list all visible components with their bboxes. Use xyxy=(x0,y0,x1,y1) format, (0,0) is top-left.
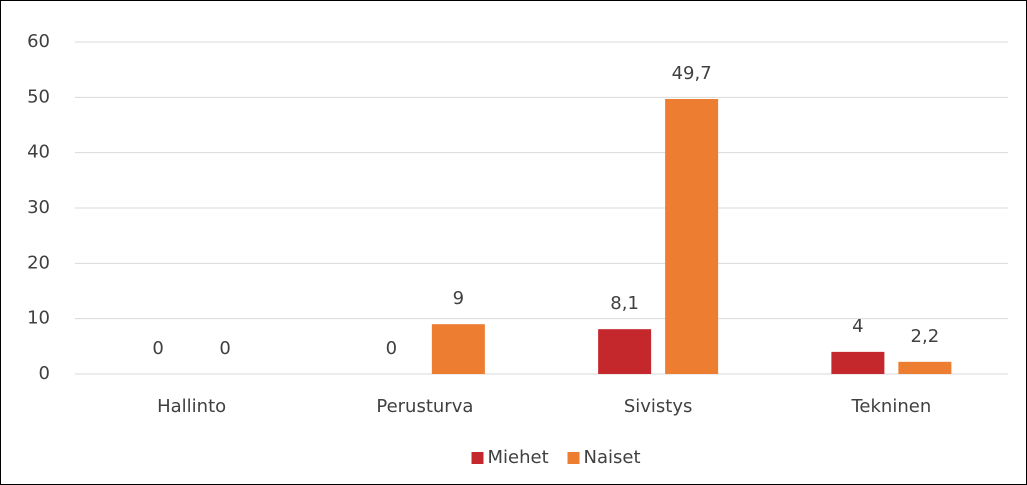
data-label: 9 xyxy=(453,288,464,309)
x-tick-label: Sivistys xyxy=(624,396,693,417)
bar xyxy=(431,324,485,374)
data-label: 49,7 xyxy=(672,63,712,84)
x-tick-label: Tekninen xyxy=(851,396,932,417)
y-tick-label: 30 xyxy=(27,197,50,218)
legend-label: Miehet xyxy=(488,447,549,468)
y-tick-label: 50 xyxy=(27,86,50,107)
data-label: 0 xyxy=(386,338,397,359)
y-tick-label: 0 xyxy=(39,363,50,384)
data-label: 0 xyxy=(219,338,230,359)
legend-label: Naiset xyxy=(584,447,641,468)
y-tick-label: 40 xyxy=(27,142,50,163)
x-tick-label: Perusturva xyxy=(376,396,473,417)
bar xyxy=(665,98,719,374)
data-label: 4 xyxy=(852,316,863,337)
data-label: 8,1 xyxy=(610,293,639,314)
y-tick-label: 20 xyxy=(27,252,50,273)
x-tick-label: Hallinto xyxy=(157,396,226,417)
data-label: 0 xyxy=(152,338,163,359)
y-tick-label: 60 xyxy=(27,31,50,52)
y-tick-label: 10 xyxy=(27,308,50,329)
bar xyxy=(598,329,652,374)
data-label: 2,2 xyxy=(911,326,940,347)
legend-swatch xyxy=(567,452,580,464)
bar xyxy=(831,351,885,374)
legend-swatch xyxy=(471,452,484,464)
bar xyxy=(898,361,952,374)
